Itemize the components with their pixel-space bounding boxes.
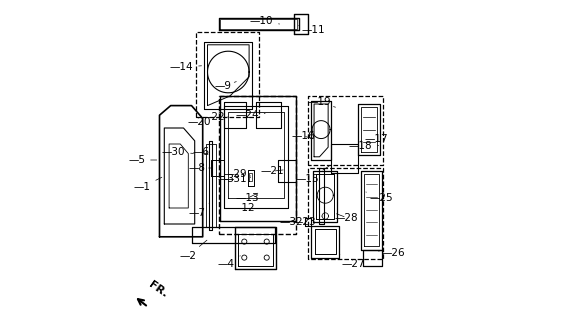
Text: —23: —23 <box>293 216 322 228</box>
Text: —26: —26 <box>379 248 405 258</box>
Text: —27: —27 <box>339 254 366 269</box>
Text: —16: —16 <box>291 131 315 141</box>
Text: —15: —15 <box>296 166 329 184</box>
Text: —22: —22 <box>201 112 228 122</box>
Text: —10: —10 <box>250 16 279 26</box>
Text: —7: —7 <box>189 203 209 218</box>
Text: —6: —6 <box>192 147 209 157</box>
Text: —29: —29 <box>224 169 251 180</box>
Text: —1: —1 <box>133 177 162 192</box>
Text: —18: —18 <box>348 140 379 151</box>
Text: —28: —28 <box>335 212 358 223</box>
Text: —30: —30 <box>162 147 194 157</box>
Text: —11: —11 <box>298 25 325 36</box>
Text: —4: —4 <box>218 256 240 269</box>
Text: —25: —25 <box>366 192 393 204</box>
Text: —17: —17 <box>361 134 388 144</box>
Text: —14: —14 <box>170 62 201 72</box>
Text: —19: —19 <box>307 97 335 108</box>
Text: —20: —20 <box>187 116 219 127</box>
Text: —24: —24 <box>235 110 265 120</box>
Text: —31: —31 <box>224 174 251 184</box>
Text: —32: —32 <box>279 217 306 228</box>
Text: —9: —9 <box>214 81 236 92</box>
Text: —8: —8 <box>189 163 210 173</box>
Text: —2: —2 <box>179 240 207 261</box>
Text: —3: —3 <box>218 174 238 184</box>
Text: FR.: FR. <box>147 279 169 299</box>
Text: —13: —13 <box>235 193 259 204</box>
Text: —5: —5 <box>128 155 157 165</box>
Text: —12: —12 <box>232 200 257 213</box>
Text: —21: —21 <box>260 166 284 176</box>
